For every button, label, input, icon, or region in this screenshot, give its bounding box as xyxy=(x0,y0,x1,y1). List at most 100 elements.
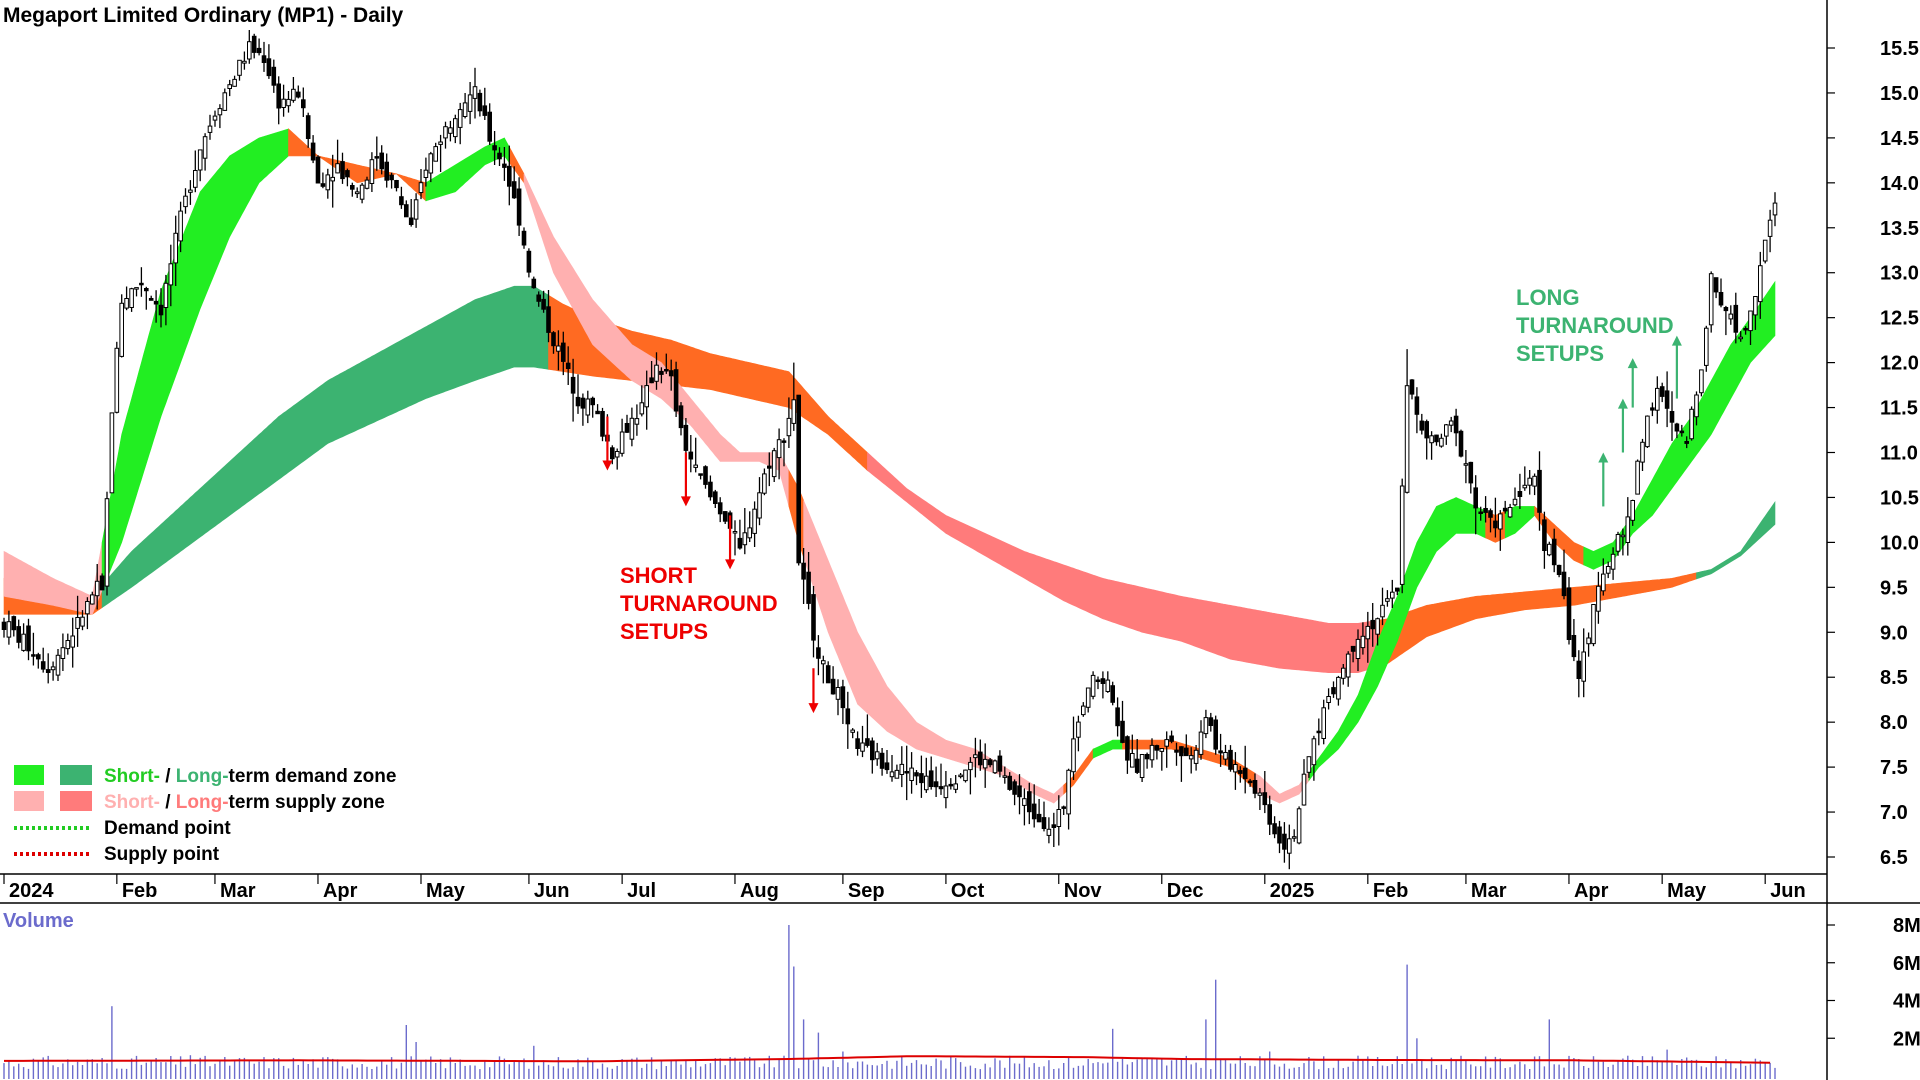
candle-body xyxy=(413,199,419,220)
candle-body xyxy=(1645,415,1650,448)
candle-body xyxy=(1144,754,1150,760)
candle-body xyxy=(1311,738,1317,766)
candle-body xyxy=(1355,638,1361,660)
candle-body xyxy=(1601,573,1606,592)
volume-tick-label: 2M xyxy=(1893,1028,1920,1050)
candle-body xyxy=(978,751,983,766)
candle-body xyxy=(330,176,335,182)
candle-body xyxy=(1213,719,1219,750)
candle-body xyxy=(551,332,556,347)
candle-body xyxy=(232,78,237,87)
candle-body xyxy=(1429,435,1434,444)
candle-body xyxy=(1110,685,1116,703)
candle-body xyxy=(457,109,463,128)
month-tick-label: 2025 xyxy=(1270,880,1315,902)
candle-body xyxy=(1017,785,1022,798)
candle-body xyxy=(1301,773,1307,806)
long-setup-arrow-2-head xyxy=(1627,358,1638,369)
candle-body xyxy=(1684,441,1690,444)
short-setup-arrow-2 xyxy=(725,515,736,570)
candle-body xyxy=(1488,510,1493,518)
legend-short-text: Short- xyxy=(104,792,160,813)
candle-body xyxy=(291,88,296,101)
candle-body xyxy=(698,473,703,476)
candle-body xyxy=(183,195,188,208)
long-term-zone-segment-5 xyxy=(1696,500,1776,580)
candle-body xyxy=(1071,738,1076,773)
month-tick-label: May xyxy=(426,880,466,902)
short-annotation-line-1: TURNAROUND xyxy=(620,591,778,616)
candle-body xyxy=(1252,780,1258,794)
candle-body xyxy=(168,263,174,286)
candle-body xyxy=(202,136,208,159)
legend-label-1: Short- / Long-term supply zone xyxy=(104,792,385,813)
candle-body xyxy=(1159,748,1165,752)
candle-body xyxy=(1733,304,1739,333)
candle-body xyxy=(1370,619,1376,630)
legend-swatch-long-1 xyxy=(60,791,92,811)
candle-body xyxy=(359,184,365,200)
candle-body xyxy=(1179,746,1184,757)
candle-body xyxy=(1689,408,1694,440)
short-setup-arrow-2-head xyxy=(725,559,736,570)
candle-body xyxy=(1551,538,1557,566)
candle-body xyxy=(271,66,277,86)
candle-body xyxy=(1282,833,1287,850)
candle-body xyxy=(1007,775,1013,790)
candle-body xyxy=(561,342,566,362)
candle-body xyxy=(1134,758,1140,773)
candle-body xyxy=(482,105,488,116)
candle-body xyxy=(992,760,998,774)
candle-body xyxy=(919,773,924,784)
candle-body xyxy=(1664,390,1670,409)
candle-body xyxy=(1036,813,1042,823)
short-setup-arrow-1-head xyxy=(680,496,691,507)
candle-body xyxy=(659,370,664,375)
candle-body xyxy=(928,770,934,788)
candle-body xyxy=(467,94,473,112)
candle-body xyxy=(1507,507,1513,518)
candle-body xyxy=(286,98,291,107)
candle-body xyxy=(1223,752,1228,760)
candle-body xyxy=(1576,660,1582,680)
candle-body xyxy=(1561,571,1567,597)
candle-body xyxy=(1031,803,1037,820)
month-tick-label: Mar xyxy=(220,880,256,902)
candle-body xyxy=(247,41,252,60)
candle-body xyxy=(688,451,694,460)
volume-average-line xyxy=(4,1055,1771,1064)
candle-body xyxy=(850,729,856,733)
candle-body xyxy=(585,398,591,416)
candle-body xyxy=(1296,808,1302,844)
arrows-layer xyxy=(602,335,1682,714)
candle-body xyxy=(1272,823,1277,835)
candle-body xyxy=(1762,239,1768,262)
candle-body xyxy=(737,537,743,549)
candle-body xyxy=(109,412,115,494)
candle-body xyxy=(987,759,993,766)
month-tick-label: May xyxy=(1667,880,1707,902)
candle-body xyxy=(933,781,939,788)
volume-axis-ticks: 2M 4M 6M 8M xyxy=(1827,915,1920,1050)
candle-body xyxy=(1527,477,1533,486)
candle-body xyxy=(90,594,95,605)
candle-body xyxy=(1076,721,1081,738)
candle-body xyxy=(197,149,203,171)
candle-body xyxy=(1669,411,1675,423)
candle-body xyxy=(1463,463,1469,466)
candle-body xyxy=(855,738,860,749)
candle-body xyxy=(1615,534,1621,552)
legend-suffix: term demand zone xyxy=(229,766,397,787)
candle-body xyxy=(1041,817,1047,829)
candle-body xyxy=(1571,635,1577,658)
candle-body xyxy=(634,418,640,425)
candle-body xyxy=(884,762,890,771)
candle-body xyxy=(1198,731,1204,755)
candle-body xyxy=(1453,415,1459,434)
candle-body xyxy=(379,152,384,170)
candle-body xyxy=(1532,475,1537,487)
price-tick-label: 8.0 xyxy=(1880,712,1908,734)
candle-body xyxy=(1478,511,1484,514)
candle-body xyxy=(899,763,905,776)
